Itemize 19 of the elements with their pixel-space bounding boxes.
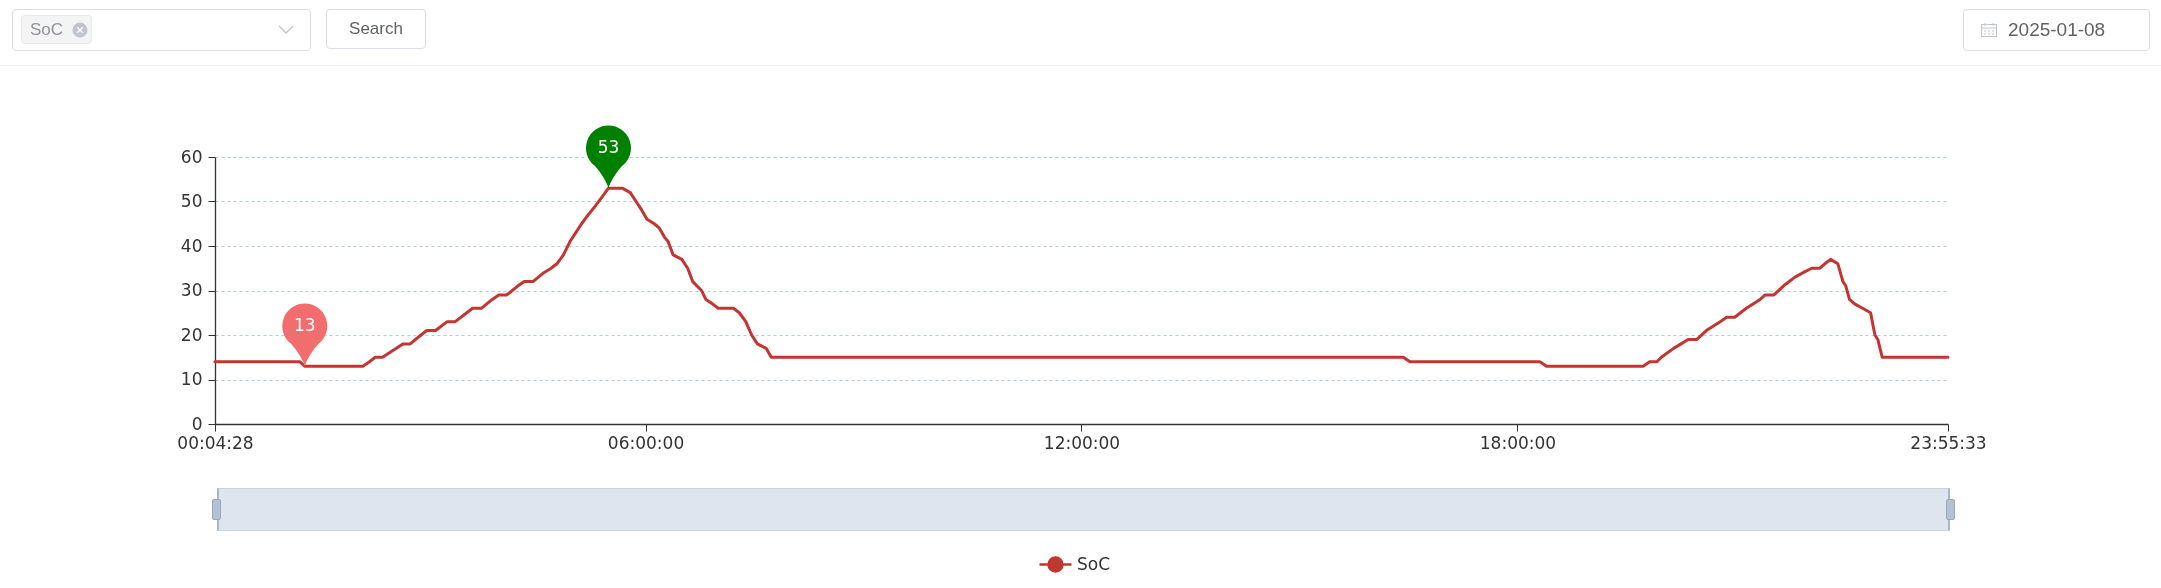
legend-label: SoC <box>1077 553 1111 574</box>
annotation: 53 <box>597 137 620 158</box>
y-tick-label: 20 <box>180 324 203 345</box>
y-tick-label: 0 <box>191 413 203 434</box>
y-tick-label: 60 <box>180 146 203 167</box>
y-tick-label: 30 <box>180 280 203 300</box>
x-tick-label: 06:00:00 <box>607 432 685 453</box>
y-tick-label: 10 <box>180 369 203 389</box>
x-tick-label: 12:00:00 <box>1043 432 1121 453</box>
text: Search <box>348 19 404 39</box>
y-tick-label: 40 <box>180 235 203 256</box>
x-tick-label: 00:04:28 <box>177 432 254 453</box>
y-tick-label: 50 <box>180 191 203 211</box>
line-series <box>213 186 1950 368</box>
x-tick-label: 23:55:33 <box>1910 432 1987 453</box>
x-tick-label: 18:00:00 <box>1479 432 1557 453</box>
text: SoC <box>30 20 64 40</box>
text: 2025-01-08 <box>2008 19 2106 41</box>
annotation: 13 <box>293 315 316 336</box>
